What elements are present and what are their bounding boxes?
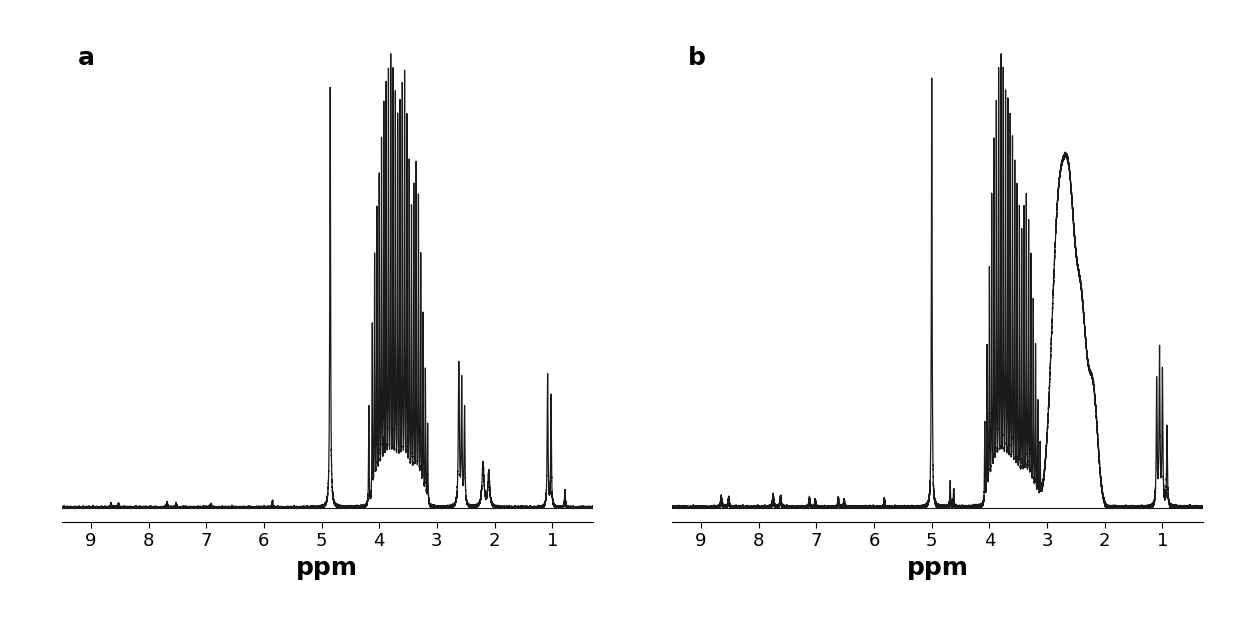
X-axis label: ppm: ppm [906, 556, 968, 579]
X-axis label: ppm: ppm [296, 556, 358, 579]
Text: a: a [78, 46, 95, 70]
Text: b: b [688, 46, 706, 70]
